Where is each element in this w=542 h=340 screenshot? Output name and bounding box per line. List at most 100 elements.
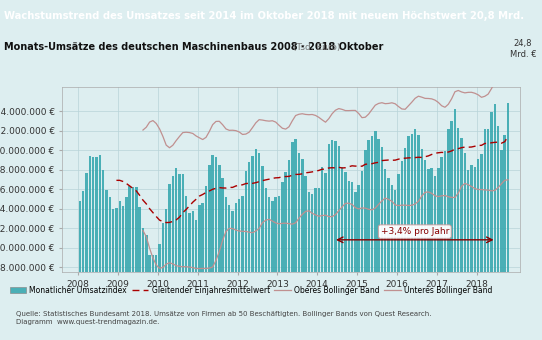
Bar — [105, 190, 108, 340]
Bar — [221, 178, 224, 340]
Bar — [268, 197, 270, 340]
Bar — [467, 170, 469, 340]
Bar — [477, 159, 480, 340]
Bar — [251, 156, 254, 340]
Bar — [205, 186, 207, 340]
Bar — [202, 203, 204, 340]
Text: Monats-Umsätze des deutschen Maschinenbaus 2008 · 2018 Oktober: Monats-Umsätze des deutschen Maschinenba… — [4, 42, 384, 52]
Bar — [351, 183, 353, 340]
Bar — [507, 103, 509, 340]
Bar — [165, 209, 167, 340]
Bar — [185, 197, 188, 340]
Bar — [79, 201, 81, 340]
Bar — [444, 151, 446, 340]
Bar — [494, 104, 496, 340]
Bar — [504, 135, 506, 340]
Bar — [162, 223, 164, 340]
Bar — [318, 188, 320, 340]
Bar — [264, 188, 267, 340]
Bar — [108, 197, 111, 340]
Text: Quelle: Statistisches Bundesamt 2018. Umsätze von Firmen ab 50 Beschäftigten. Bo: Quelle: Statistisches Bundesamt 2018. Um… — [16, 311, 432, 325]
Bar — [128, 186, 131, 340]
Bar — [424, 160, 427, 340]
Bar — [361, 171, 363, 340]
Bar — [135, 187, 138, 340]
Bar — [288, 160, 290, 340]
Bar — [138, 207, 141, 340]
Bar — [450, 121, 453, 340]
Bar — [208, 165, 211, 340]
Bar — [474, 167, 476, 340]
Bar — [308, 192, 310, 340]
Text: +3,4% pro Jahr: +3,4% pro Jahr — [380, 227, 449, 236]
Bar — [298, 153, 300, 340]
Bar — [305, 176, 307, 340]
Bar — [500, 150, 502, 340]
Bar — [235, 203, 237, 340]
Bar — [380, 147, 383, 340]
Bar — [82, 191, 85, 340]
Text: Wachstumstrend des Umsatzes seit 2014 im Oktober 2018 mit neuem Höchstwert 20,8 : Wachstumstrend des Umsatzes seit 2014 im… — [4, 11, 525, 21]
Bar — [421, 149, 423, 340]
Bar — [391, 185, 393, 340]
Bar — [490, 112, 493, 340]
Bar — [441, 157, 443, 340]
Bar — [149, 255, 151, 340]
Bar — [178, 174, 180, 340]
Bar — [195, 220, 197, 340]
Bar — [311, 194, 313, 340]
Bar — [497, 126, 499, 340]
Bar — [434, 176, 436, 340]
Bar — [427, 169, 430, 340]
Bar — [321, 167, 324, 340]
Bar — [285, 172, 287, 340]
Bar — [112, 209, 114, 340]
Bar — [188, 213, 191, 340]
Bar — [344, 172, 347, 340]
Bar — [255, 149, 257, 340]
Bar — [218, 165, 221, 340]
Text: (Tsd. Euro): (Tsd. Euro) — [293, 43, 340, 52]
Bar — [175, 168, 177, 340]
Bar — [158, 244, 161, 340]
Bar — [99, 155, 101, 340]
Bar — [89, 156, 91, 340]
Bar — [397, 174, 400, 340]
Bar — [85, 173, 88, 340]
Bar — [483, 129, 486, 340]
Bar — [334, 141, 337, 340]
Bar — [341, 167, 343, 340]
Bar — [324, 173, 327, 340]
Bar — [169, 184, 171, 340]
Bar — [347, 181, 350, 340]
Bar — [258, 153, 260, 340]
Bar — [132, 187, 134, 340]
Bar — [102, 170, 105, 340]
Bar — [314, 188, 317, 340]
Bar — [122, 205, 124, 340]
Bar — [417, 135, 420, 340]
Bar — [261, 166, 264, 340]
Bar — [271, 201, 274, 340]
Bar — [414, 129, 416, 340]
Bar — [430, 168, 433, 340]
Bar — [155, 255, 158, 340]
Bar — [211, 155, 214, 340]
Bar — [142, 228, 144, 340]
Bar — [291, 142, 294, 340]
Bar — [401, 161, 403, 340]
Bar — [145, 235, 147, 340]
Bar — [115, 208, 118, 340]
Legend: Monatlicher Umsatzindex, Gleitender Einjahresmittelwert, Oberes Bollinger Band, : Monatlicher Umsatzindex, Gleitender Einj… — [7, 283, 496, 298]
Bar — [364, 150, 366, 340]
Bar — [394, 190, 396, 340]
Bar — [241, 196, 244, 340]
Bar — [463, 153, 466, 340]
Bar — [358, 185, 360, 340]
Bar — [172, 176, 174, 340]
Bar — [447, 129, 449, 340]
Bar — [480, 154, 483, 340]
Bar — [470, 165, 473, 340]
Bar — [487, 130, 489, 340]
Bar — [331, 140, 333, 340]
